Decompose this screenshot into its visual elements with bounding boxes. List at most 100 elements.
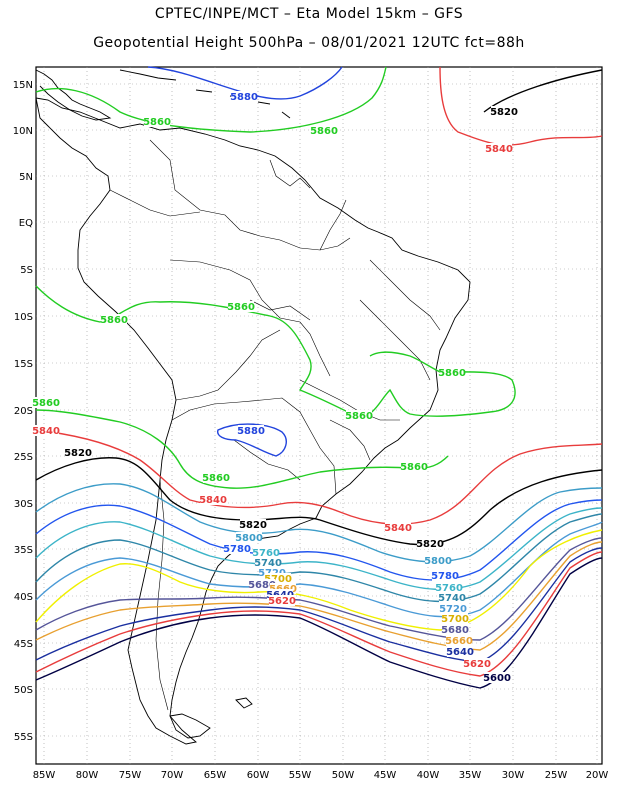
latitude-label: 10S	[14, 312, 33, 323]
contour-label: 5860	[345, 411, 373, 422]
contour-5840	[439, 66, 603, 146]
contour-label-background	[417, 538, 443, 549]
longitude-label: 50W	[332, 770, 355, 781]
country-border-line	[299, 379, 400, 421]
contour-label: 5860	[143, 117, 171, 128]
country-border-line	[369, 259, 441, 331]
contour-label: 5840	[485, 144, 513, 155]
country-border-line	[171, 397, 337, 495]
contour-label-background	[446, 635, 472, 646]
contour-label-background	[432, 570, 458, 581]
contour-label-background	[464, 658, 490, 669]
map-frame	[35, 66, 603, 765]
country-border-line	[359, 299, 431, 381]
contour-label: 5840	[199, 495, 227, 506]
contour-label: 5740	[254, 558, 282, 569]
contour-label-background	[436, 582, 462, 593]
contour-label-background	[228, 301, 254, 312]
contour-label: 5820	[416, 539, 444, 550]
longitude-label: 65W	[204, 770, 227, 781]
contour-label-background	[33, 397, 59, 408]
axis-tick-layer: 15N10N5NEQ5S10S15S20S25S30S35S40S45S50S5…	[13, 80, 609, 781]
contour-label: 5820	[239, 520, 267, 531]
contour-5680	[35, 537, 603, 641]
contour-label-background	[439, 592, 465, 603]
longitude-label: 35W	[459, 770, 482, 781]
contour-label-background	[249, 579, 275, 590]
contour-5620	[35, 551, 603, 677]
contour-label: 5780	[431, 571, 459, 582]
contour-5880	[147, 66, 343, 100]
contour-label-layer: 5880 5880 5860 5860 5860 5860 5860 5860 5860 5860…	[32, 91, 518, 684]
contour-label: 5640	[446, 647, 474, 658]
latitude-label: 45S	[14, 639, 33, 650]
contour-label: 5860	[32, 398, 60, 409]
contour-label: 5620	[268, 596, 296, 607]
chart-title: CPTEC/INPE/MCT – Eta Model 15km – GFS	[154, 6, 464, 22]
country-border-line	[155, 479, 169, 711]
contour-label: 5600	[483, 673, 511, 684]
contour-label: 5700	[264, 574, 292, 585]
contour-label-background	[240, 519, 266, 530]
contour-label: 5860	[310, 126, 338, 137]
longitude-label: 75W	[119, 770, 142, 781]
contour-label: 5760	[435, 583, 463, 594]
latitude-label: 15S	[14, 359, 33, 370]
contour-label: 5760	[252, 548, 280, 559]
contour-5740	[35, 513, 603, 603]
latitude-label: 15N	[13, 80, 33, 91]
contour-label: 5860	[400, 462, 428, 473]
contour-label-background	[253, 547, 279, 558]
south-america-coastline	[35, 97, 471, 745]
contour-5600	[35, 557, 603, 689]
latitude-label: 55S	[14, 732, 33, 743]
country-border-line	[169, 259, 331, 377]
contour-label-background	[447, 646, 473, 657]
contour-label-background	[401, 461, 427, 472]
contour-5760	[35, 507, 603, 591]
contour-label-background	[442, 613, 468, 624]
latitude-label: 40S	[14, 592, 33, 603]
latitude-label: 50S	[14, 685, 33, 696]
longitude-label: 85W	[33, 770, 56, 781]
contour-label-background	[484, 672, 510, 683]
contour-5720	[35, 521, 603, 618]
contour-label-background	[33, 425, 59, 436]
contour-label: 5860	[438, 368, 466, 379]
contour-label-background	[385, 522, 411, 533]
latitude-label: 5N	[19, 172, 33, 183]
contour-label: 5820	[64, 448, 92, 459]
contour-label: 5800	[235, 533, 263, 544]
contour-5820	[483, 69, 603, 113]
contour-label-background	[259, 567, 285, 578]
country-border-line	[269, 159, 311, 189]
country-border-line	[149, 139, 351, 251]
contour-5780	[35, 499, 603, 581]
longitude-label: 45W	[374, 770, 397, 781]
contour-label-background	[267, 589, 293, 600]
longitude-label: 30W	[502, 770, 525, 781]
contour-5640	[35, 547, 603, 663]
contour-label-background	[200, 494, 226, 505]
country-border-line	[109, 189, 201, 217]
contour-label-background	[440, 603, 466, 614]
longitude-label: 40W	[417, 770, 440, 781]
contour-label: 5700	[441, 614, 469, 625]
contour-label-background	[442, 624, 468, 635]
contour-label-background	[101, 314, 127, 325]
country-border-line	[233, 439, 301, 481]
chart-subtitle: Geopotential Height 500hPa – 08/01/2021 …	[93, 35, 525, 51]
contour-label-background	[238, 425, 264, 436]
contour-5700	[35, 529, 603, 631]
contour-label: 5820	[490, 107, 518, 118]
longitude-label: 70W	[161, 770, 184, 781]
contour-label-background	[486, 143, 512, 154]
latitude-label: 30S	[14, 499, 33, 510]
latitude-label: 10N	[13, 126, 33, 137]
contour-label-background	[265, 573, 291, 584]
latitude-label: EQ	[19, 218, 33, 229]
contour-label-background	[269, 595, 295, 606]
contour-label-background	[65, 447, 91, 458]
contour-label-background	[425, 555, 451, 566]
contour-label-background	[439, 367, 465, 378]
